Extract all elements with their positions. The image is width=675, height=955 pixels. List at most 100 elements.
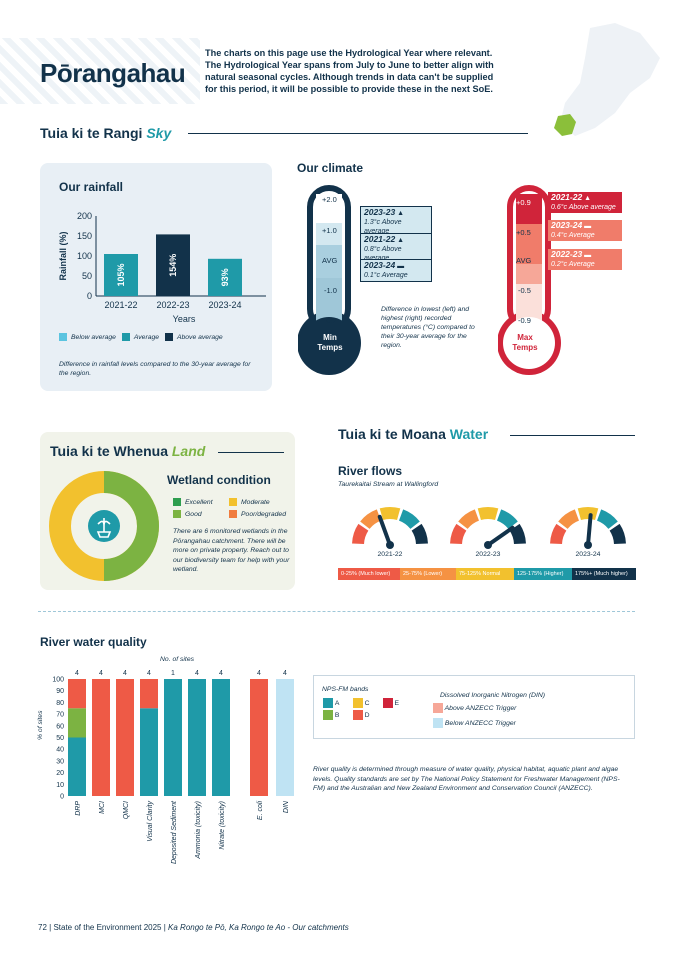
max-callout-0: 2021-22 ▲ 0.6°c Above average — [548, 192, 622, 213]
max-scale-0: +0.9 — [516, 198, 531, 207]
gauge-segment — [458, 509, 479, 529]
max-callout-2-text: 0.2°c Average — [551, 261, 595, 268]
wetland-title: Wetland condition — [167, 473, 271, 487]
quality-category-label: DIN — [283, 800, 290, 813]
band-swatch-e — [382, 698, 393, 708]
min-scale-3: -1.0 — [324, 286, 337, 295]
wetland-donut — [49, 471, 159, 581]
band-c-label: C — [364, 699, 370, 707]
site-count-label: 4 — [283, 670, 287, 677]
y-tick-label: 0 — [87, 291, 92, 301]
min-scale-0: +2.0 — [322, 195, 337, 204]
gauge-needle — [486, 525, 515, 547]
min-callout-1-text: 0.8°c Above average — [364, 246, 402, 262]
wetland-poor-label: Poor/degraded — [241, 511, 286, 518]
min-temps-label: Min Temps — [313, 333, 347, 353]
section-divider — [38, 611, 635, 612]
x-tick-label: 2021-22 — [104, 300, 137, 310]
flow-leg-2: 75-125% Normal — [456, 568, 514, 580]
legend-average-label: Average — [133, 333, 160, 341]
max-thermometer — [498, 185, 561, 375]
legend-swatch-below — [59, 333, 67, 341]
flow-leg-3: 125-175% (Higher) — [514, 568, 572, 580]
max-callout-0-year: 2021-22 — [551, 192, 583, 202]
gauge-needle — [586, 513, 593, 547]
nz-map-icon — [554, 23, 660, 136]
din-above-swatch — [433, 703, 443, 713]
din-below-label: Below ANZECC Trigger — [444, 719, 516, 727]
quality-title: River water quality — [40, 635, 147, 649]
quality-bar-segment — [68, 679, 86, 709]
gauge-segment — [450, 523, 467, 544]
min-label-top: Min — [323, 333, 337, 342]
bar — [156, 234, 190, 296]
quality-category-label: E. coli — [257, 801, 264, 821]
quality-y-tick: 90 — [56, 688, 64, 695]
quality-y-tick: 20 — [56, 770, 64, 777]
gauge-segment — [558, 509, 579, 529]
gauge-segment — [577, 507, 599, 520]
flow-leg-1: 25-75% (Lower) — [400, 568, 456, 580]
din-above-label: Above ANZECC Trigger — [444, 704, 517, 712]
y-axis-title: Rainfall (%) — [58, 231, 68, 280]
max-label-top: Max — [517, 333, 533, 342]
min-callout-0-text: 1.3°c Above average — [364, 219, 402, 235]
band-b-label: B — [334, 711, 340, 719]
gauge-segment — [497, 509, 518, 529]
min-callout-2-text: 0.1°c Average — [364, 272, 408, 279]
min-callout-2: 2023-24 ▬ 0.1°c Average — [360, 259, 432, 282]
gauge-year-1: 2022-23 — [475, 551, 501, 558]
quality-caption: River quality is determined through meas… — [313, 766, 620, 792]
land-heading: Tuia ki te Whenua Land — [50, 443, 206, 459]
bar-value-label: 93% — [220, 268, 230, 286]
max-callout-1: 2023-24 ▬ 0.4°c Average — [548, 220, 622, 241]
land-rule — [218, 452, 284, 453]
header-pattern — [0, 38, 200, 104]
quality-bar-segment — [68, 708, 86, 738]
quality-category-label: Visual Clarity — [147, 801, 154, 842]
y-tick-label: 50 — [82, 271, 92, 281]
quality-category-label: MCI — [99, 801, 106, 814]
quality-bar-segment — [140, 708, 158, 796]
band-swatch-b — [323, 710, 333, 720]
gauge-segment — [399, 509, 420, 529]
quality-bar-segment — [250, 679, 268, 796]
din-title: Dissolved Inorganic Nitrogen (DIN) — [440, 692, 546, 699]
band-d-label: D — [364, 711, 370, 719]
quality-category-label: Ammonia (toxicity) — [195, 801, 202, 860]
wetland-swatch-moderate — [229, 498, 237, 507]
band-a-label: A — [334, 699, 340, 707]
legend-swatch-above — [164, 333, 173, 341]
min-scale-4: -0.2 — [324, 316, 337, 325]
gauge-segment — [597, 509, 618, 529]
quality-y-tick: 80 — [56, 700, 64, 707]
land-card: Tuia ki te Whenua Land Wetland condition… — [40, 432, 295, 590]
footer-subtitle: Ka Rongo te Pō, Ka Rongo te Ao - Our cat… — [168, 923, 349, 932]
min-scale-2: AVG — [322, 256, 338, 265]
quality-y-tick: 50 — [56, 735, 64, 742]
quality-y-tick: 70 — [56, 712, 64, 719]
gauge-pivot — [484, 541, 492, 549]
gauge-segment — [360, 509, 381, 529]
gauge-segment — [609, 523, 626, 544]
legend-below-label: Below average — [71, 333, 116, 341]
site-count-label: 4 — [219, 670, 223, 677]
rainfall-title: Our rainfall — [59, 180, 124, 194]
x-tick-label: 2022-23 — [156, 300, 189, 310]
rainfall-legend: Below average Average Above average — [59, 333, 269, 341]
band-swatch-a — [323, 698, 333, 708]
flows-legend: 0-25% (Much lower) 25-75% (Lower) 75-125… — [338, 568, 636, 580]
quality-category-label: DRP — [75, 801, 82, 816]
climate-title: Our climate — [297, 161, 364, 175]
nps-legend: A C E B D — [323, 698, 433, 720]
band-swatch-d — [352, 710, 363, 720]
min-callout-0: 2023-23 ▲ 1.3°c Above average — [360, 206, 432, 238]
quality-bar-segment — [68, 737, 86, 796]
x-tick-label: 2023-24 — [208, 300, 241, 310]
quality-bar-segment — [140, 679, 158, 709]
max-label-bottom: Temps — [512, 343, 538, 352]
legend-above-label: Above average — [176, 333, 223, 341]
sites-label: No. of sites — [160, 656, 194, 663]
yaxis-label: % of sites — [37, 710, 44, 740]
wetland-swatch-good — [173, 510, 181, 519]
